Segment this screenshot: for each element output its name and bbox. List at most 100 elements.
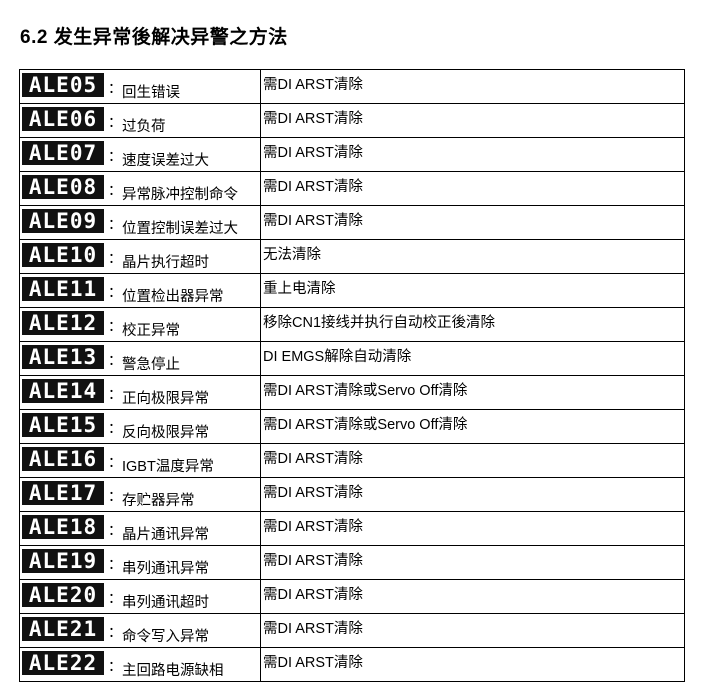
separator: ： [108,590,122,606]
alarm-description: 晶片执行超时 [122,255,209,271]
separator: ： [108,522,122,538]
table-row: ALE06 ： 过负荷 需DI ARST清除 [19,103,685,138]
alarm-description: IGBT温度异常 [122,459,214,475]
table-row: ALE19 ： 串列通讯异常 需DI ARST清除 [19,545,685,580]
table-row: ALE20 ： 串列通讯超时 需DI ARST清除 [19,579,685,614]
clear-method: 需DI ARST清除或Servo Off清除 [260,375,685,410]
alarm-cell: ALE06 ： 过负荷 [19,103,261,138]
alarm-description: 晶片通讯异常 [122,527,209,543]
clear-method: 需DI ARST清除 [260,443,685,478]
separator: ： [108,114,122,130]
separator: ： [108,284,122,300]
table-row: ALE22 ： 主回路电源缺相 需DI ARST清除 [19,647,685,682]
clear-method: 需DI ARST清除或Servo Off清除 [260,409,685,444]
separator: ： [108,556,122,572]
alarm-cell: ALE21 ： 命令写入异常 [19,613,261,648]
alarm-code-display: ALE19 [22,549,104,573]
separator: ： [108,488,122,504]
table-row: ALE16 ： IGBT温度异常 需DI ARST清除 [19,443,685,478]
separator: ： [108,182,122,198]
table-row: ALE17 ： 存贮器异常 需DI ARST清除 [19,477,685,512]
separator: ： [108,624,122,640]
alarm-description: 校正异常 [122,323,180,339]
alarm-cell: ALE17 ： 存贮器异常 [19,477,261,512]
alarm-description: 正向极限异常 [122,391,209,407]
alarm-table: ALE05 ： 回生错误 需DI ARST清除 ALE06 ： 过负荷 需DI … [19,69,685,682]
alarm-cell: ALE16 ： IGBT温度异常 [19,443,261,478]
alarm-description: 警急停止 [122,357,180,373]
alarm-code-display: ALE05 [22,73,104,97]
alarm-code-display: ALE06 [22,107,104,131]
table-row: ALE10 ： 晶片执行超时 无法清除 [19,239,685,274]
clear-method: 无法清除 [260,239,685,274]
alarm-cell: ALE19 ： 串列通讯异常 [19,545,261,580]
alarm-cell: ALE20 ： 串列通讯超时 [19,579,261,614]
alarm-cell: ALE05 ： 回生错误 [19,69,261,104]
separator: ： [108,318,122,334]
alarm-code-display: ALE18 [22,515,104,539]
alarm-code-display: ALE20 [22,583,104,607]
alarm-code-display: ALE17 [22,481,104,505]
separator: ： [108,80,122,96]
clear-method: 需DI ARST清除 [260,477,685,512]
alarm-description: 串列通讯异常 [122,561,209,577]
clear-method: 需DI ARST清除 [260,647,685,682]
section-title: 6.2 发生异常後解决异警之方法 [20,27,288,48]
table-row: ALE21 ： 命令写入异常 需DI ARST清除 [19,613,685,648]
separator: ： [108,148,122,164]
clear-method: 需DI ARST清除 [260,511,685,546]
separator: ： [108,420,122,436]
alarm-code-display: ALE12 [22,311,104,335]
separator: ： [108,216,122,232]
alarm-code-display: ALE16 [22,447,104,471]
alarm-code-display: ALE13 [22,345,104,369]
clear-method: 需DI ARST清除 [260,545,685,580]
alarm-description: 过负荷 [122,119,166,135]
alarm-description: 位置检出器异常 [122,289,224,305]
alarm-code-display: ALE15 [22,413,104,437]
alarm-cell: ALE13 ： 警急停止 [19,341,261,376]
table-row: ALE15 ： 反向极限异常 需DI ARST清除或Servo Off清除 [19,409,685,444]
clear-method: 需DI ARST清除 [260,103,685,138]
clear-method: DI EMGS解除自动清除 [260,341,685,376]
clear-method: 需DI ARST清除 [260,579,685,614]
alarm-description: 位置控制误差过大 [122,221,238,237]
alarm-description: 反向极限异常 [122,425,209,441]
clear-method: 移除CN1接线并执行自动校正後清除 [260,307,685,342]
alarm-cell: ALE10 ： 晶片执行超时 [19,239,261,274]
alarm-code-display: ALE07 [22,141,104,165]
clear-method: 需DI ARST清除 [260,171,685,206]
alarm-cell: ALE09 ： 位置控制误差过大 [19,205,261,240]
table-row: ALE05 ： 回生错误 需DI ARST清除 [19,69,685,104]
separator: ： [108,454,122,470]
clear-method: 需DI ARST清除 [260,205,685,240]
alarm-cell: ALE11 ： 位置检出器异常 [19,273,261,308]
alarm-code-display: ALE08 [22,175,104,199]
table-row: ALE12 ： 校正异常 移除CN1接线并执行自动校正後清除 [19,307,685,342]
alarm-code-display: ALE22 [22,651,104,675]
alarm-code-display: ALE09 [22,209,104,233]
alarm-description: 回生错误 [122,85,180,101]
alarm-description: 命令写入异常 [122,629,209,645]
alarm-code-display: ALE11 [22,277,104,301]
clear-method: 重上电清除 [260,273,685,308]
alarm-cell: ALE22 ： 主回路电源缺相 [19,647,261,682]
table-row: ALE18 ： 晶片通讯异常 需DI ARST清除 [19,511,685,546]
clear-method: 需DI ARST清除 [260,69,685,104]
separator: ： [108,658,122,674]
table-row: ALE08 ： 异常脉冲控制命令 需DI ARST清除 [19,171,685,206]
alarm-cell: ALE12 ： 校正异常 [19,307,261,342]
separator: ： [108,386,122,402]
alarm-description: 存贮器异常 [122,493,195,509]
alarm-code-display: ALE14 [22,379,104,403]
clear-method: 需DI ARST清除 [260,613,685,648]
separator: ： [108,250,122,266]
table-row: ALE14 ： 正向极限异常 需DI ARST清除或Servo Off清除 [19,375,685,410]
alarm-cell: ALE07 ： 速度误差过大 [19,137,261,172]
alarm-cell: ALE15 ： 反向极限异常 [19,409,261,444]
table-row: ALE09 ： 位置控制误差过大 需DI ARST清除 [19,205,685,240]
alarm-cell: ALE18 ： 晶片通讯异常 [19,511,261,546]
alarm-description: 主回路电源缺相 [122,663,224,679]
alarm-description: 异常脉冲控制命令 [122,187,238,203]
alarm-code-display: ALE10 [22,243,104,267]
